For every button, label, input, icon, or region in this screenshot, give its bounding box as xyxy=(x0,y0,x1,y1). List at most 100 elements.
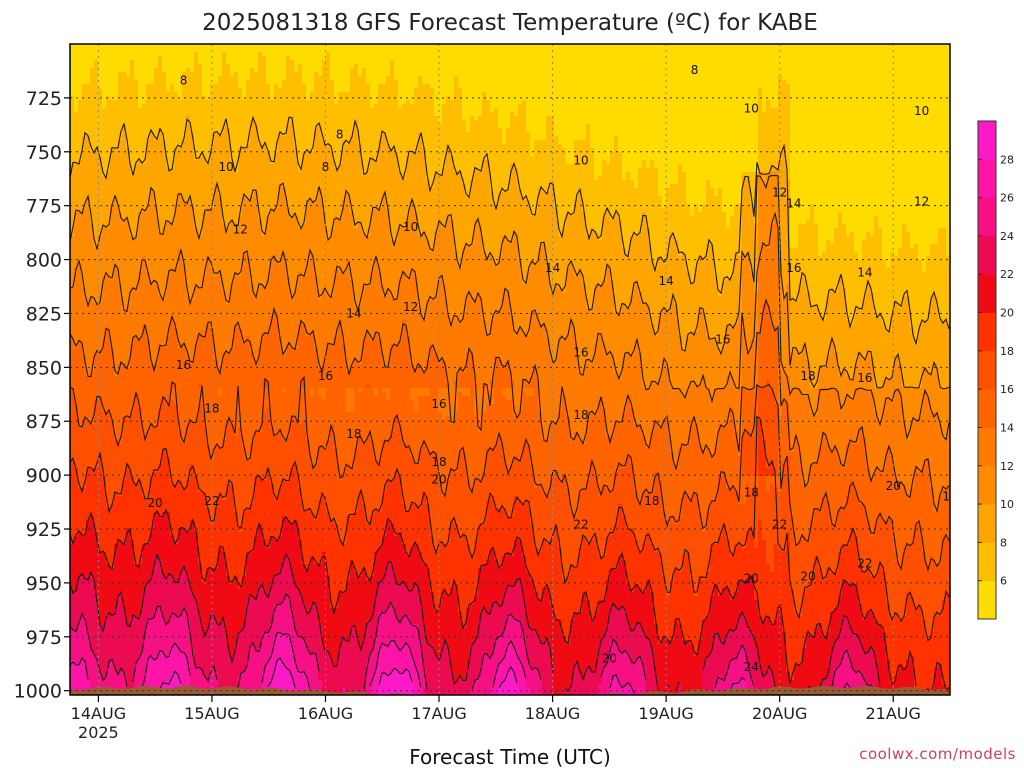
contour-label: 14 xyxy=(857,265,872,279)
colorbar-label: 22 xyxy=(1000,268,1014,281)
colorbar-swatch xyxy=(978,274,996,313)
colorbar-swatch xyxy=(978,465,996,505)
x-tick-label: 21AUG xyxy=(866,704,921,723)
contour-label: 16 xyxy=(176,358,191,372)
contour-label: 10 xyxy=(744,102,759,116)
x-tick-label: 17AUG xyxy=(411,704,466,723)
x-tick-label: 20AUG xyxy=(752,704,807,723)
colorbar-label: 28 xyxy=(1000,153,1014,166)
plot-frame xyxy=(69,43,951,696)
gridlines xyxy=(70,44,950,695)
x-tick-label: 14AUG xyxy=(71,704,126,723)
isotherm-16 xyxy=(70,376,950,572)
contour-label: 14 xyxy=(545,261,560,275)
colorbar: 6 8 10 12 14 16 18 20 22 24 26 28 xyxy=(977,120,1014,620)
x-axis-title: Forecast Time (UTC) xyxy=(409,745,611,768)
x-tick-label: 15AUG xyxy=(184,704,239,723)
isotherm-8 xyxy=(70,115,950,345)
contour-label: 12 xyxy=(914,194,929,208)
colorbar-label: 14 xyxy=(1000,421,1014,434)
y-tick-label: 950 xyxy=(26,573,62,595)
isotherm-18 xyxy=(70,415,950,642)
contour-label: 20 xyxy=(148,496,163,510)
isotherm-24 xyxy=(70,592,875,691)
x-tick-sublabel: 2025 xyxy=(78,723,119,742)
colorbar-label: 16 xyxy=(1000,383,1014,396)
colorbar-frame xyxy=(977,120,997,620)
contour-label: 8 xyxy=(691,63,699,77)
colorbar-label: 24 xyxy=(1000,230,1014,243)
colorbar-label: 18 xyxy=(1000,345,1014,358)
contour-label: 10 xyxy=(573,153,588,167)
contour-label: 16 xyxy=(318,369,333,383)
isotherm-12 xyxy=(70,211,950,441)
isotherm-lines xyxy=(70,115,950,695)
contour-label: 16 xyxy=(431,397,446,411)
contour-label: 12 xyxy=(772,186,787,200)
contour-label: 8 xyxy=(322,160,330,174)
colorbar-swatch xyxy=(978,389,996,428)
y-tick-label: 800 xyxy=(26,250,62,272)
colorbar-label: 6 xyxy=(1000,575,1007,588)
colorbar-label: 12 xyxy=(1000,460,1014,473)
contour-label: 12 xyxy=(233,222,248,236)
y-tick-label: 775 xyxy=(26,196,62,218)
isotherm-26 xyxy=(70,631,851,694)
colorbar-label: 8 xyxy=(1000,536,1007,549)
y-tick-label: 900 xyxy=(26,465,62,487)
contour-label: 12 xyxy=(403,300,418,314)
colorbar-swatch xyxy=(978,312,996,352)
contour-label: 18 xyxy=(204,401,219,415)
ground-surface xyxy=(70,685,950,695)
contour-label: 10 xyxy=(218,160,233,174)
contour-label: 18 xyxy=(573,408,588,422)
contour-label: 18 xyxy=(431,455,446,469)
contour-label: 20 xyxy=(431,472,446,486)
contour-label: 16 xyxy=(786,261,801,275)
contour-label: 16 xyxy=(715,332,730,346)
y-tick-label: 850 xyxy=(26,357,62,379)
x-tick-label: 19AUG xyxy=(638,704,693,723)
contour-label: 22 xyxy=(857,557,872,571)
contour-label: 20 xyxy=(602,651,617,665)
colorbar-label: 10 xyxy=(1000,498,1014,511)
colorbar-swatch xyxy=(978,350,996,390)
contour-label: 22 xyxy=(772,518,787,532)
contour-label: 22 xyxy=(204,494,219,508)
colorbar-swatch xyxy=(978,235,996,275)
contour-label: 20 xyxy=(744,572,759,586)
colorbar-swatch xyxy=(978,504,996,543)
contour-label: 18 xyxy=(644,494,659,508)
isotherm-28 xyxy=(159,657,518,690)
contour-label: 22 xyxy=(573,518,588,532)
y-tick-label: 1000 xyxy=(14,681,62,703)
contour-label: 18 xyxy=(942,490,957,504)
contour-label: 10 xyxy=(914,104,929,118)
isotherm-22 xyxy=(70,552,881,692)
y-tick-label: 925 xyxy=(26,519,62,541)
contour-label: 14 xyxy=(346,306,361,320)
isotherm-10 xyxy=(70,175,950,390)
colorbar-swatch xyxy=(978,427,996,467)
terrain xyxy=(70,685,950,695)
contour-label: 18 xyxy=(800,369,815,383)
y-axis: 725 750 775 800 825 850 875 900 925 950 975 1000 xyxy=(14,88,70,703)
colorbar-swatch xyxy=(978,580,996,620)
contour-label: 14 xyxy=(658,274,673,288)
contour-label: 14 xyxy=(786,197,801,211)
colorbar-swatch xyxy=(978,542,996,582)
contour-label: 24 xyxy=(744,660,759,674)
contour-label: 8 xyxy=(180,74,188,88)
chart-title: 2025081318 GFS Forecast Temperature (ºC)… xyxy=(202,10,818,36)
contour-label: 16 xyxy=(573,345,588,359)
colorbar-swatch xyxy=(978,197,996,237)
contour-label: 10 xyxy=(403,220,418,234)
contour-label: 18 xyxy=(346,427,361,441)
y-tick-label: 975 xyxy=(26,627,62,649)
y-tick-label: 825 xyxy=(26,303,62,325)
x-tick-label: 18AUG xyxy=(525,704,580,723)
credit-text[interactable]: coolwx.com/models xyxy=(859,745,1016,763)
